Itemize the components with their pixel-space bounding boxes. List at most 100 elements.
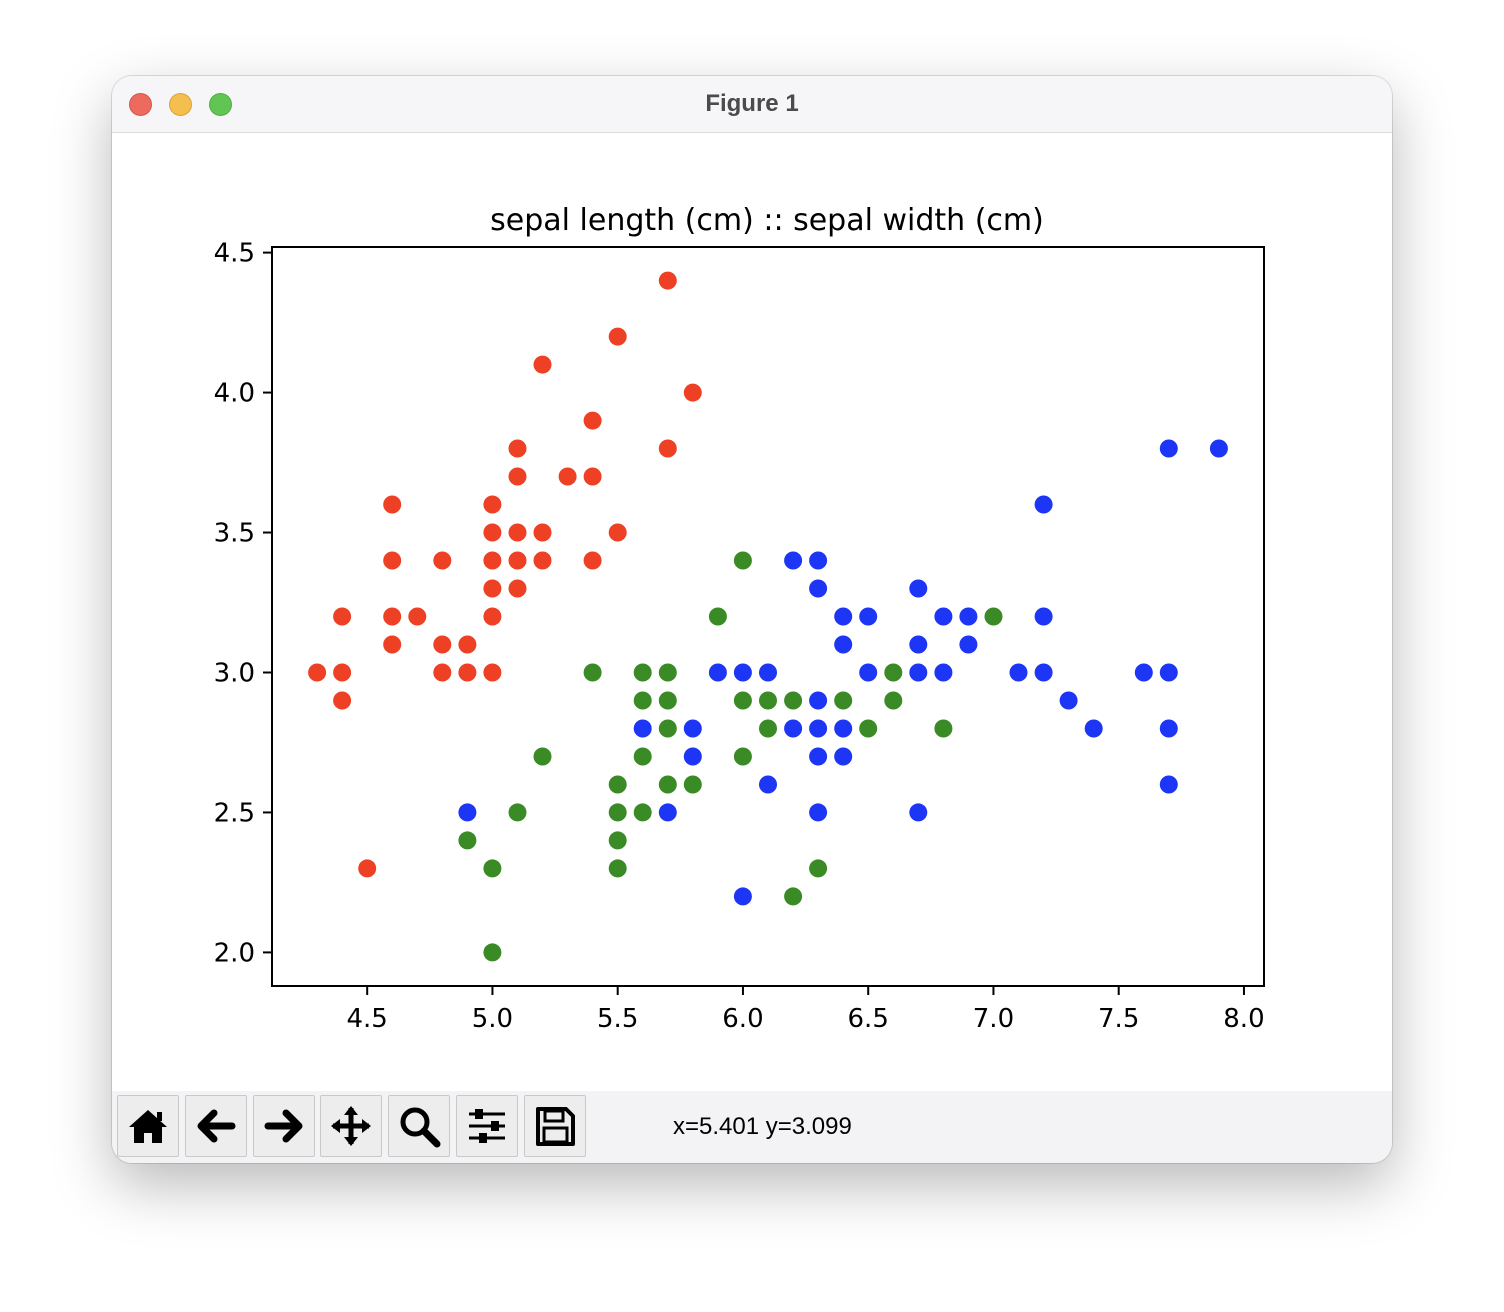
data-point: [1159, 775, 1178, 794]
y-tick-label: 2.5: [214, 798, 255, 828]
data-point: [483, 943, 502, 962]
data-point: [809, 691, 828, 710]
data-point: [533, 747, 552, 766]
data-point: [959, 607, 978, 626]
cursor-coordinates: x=5.401 y=3.099: [673, 1113, 852, 1140]
data-point: [1034, 495, 1053, 514]
data-point: [333, 691, 352, 710]
data-point: [658, 691, 677, 710]
data-point: [333, 663, 352, 682]
data-point: [608, 775, 627, 794]
y-tick-label: 3.0: [214, 658, 255, 688]
data-point: [533, 355, 552, 374]
data-point: [784, 719, 803, 738]
data-point: [809, 579, 828, 598]
configure-subplots-button[interactable]: [456, 1095, 518, 1157]
x-tick-label: 7.5: [1098, 1004, 1139, 1034]
data-point: [984, 607, 1003, 626]
data-point: [708, 607, 727, 626]
title-bar: Figure 1: [112, 76, 1392, 133]
data-point: [934, 663, 953, 682]
data-point: [383, 551, 402, 570]
forward-button[interactable]: [253, 1095, 315, 1157]
data-point: [1059, 691, 1078, 710]
data-point: [583, 411, 602, 430]
data-point: [683, 719, 702, 738]
data-point: [909, 663, 928, 682]
data-point: [683, 747, 702, 766]
data-point: [708, 663, 727, 682]
data-point: [809, 747, 828, 766]
data-point: [733, 747, 752, 766]
figure-canvas[interactable]: sepal length (cm) :: sepal width (cm) 4.…: [112, 133, 1392, 1091]
magnifier-icon: [400, 1107, 441, 1148]
data-point: [733, 663, 752, 682]
home-button[interactable]: [117, 1095, 179, 1157]
data-point: [308, 663, 327, 682]
data-point: [834, 747, 853, 766]
data-point: [1009, 663, 1028, 682]
data-point: [884, 663, 903, 682]
zoom-button[interactable]: [388, 1095, 450, 1157]
plot-frame: [271, 246, 1265, 987]
data-point: [458, 831, 477, 850]
data-point: [733, 887, 752, 906]
close-window-button[interactable]: [129, 93, 152, 116]
arrow-right-icon: [264, 1109, 303, 1143]
data-point: [759, 719, 777, 738]
x-tick-label: 6.0: [722, 1004, 763, 1034]
data-points: [308, 271, 1228, 962]
arrow-left-icon: [197, 1109, 236, 1143]
y-tick-label: 4.0: [214, 379, 255, 409]
save-button[interactable]: [524, 1095, 586, 1157]
home-icon: [129, 1110, 167, 1143]
x-tick-label: 6.5: [848, 1004, 889, 1034]
data-point: [483, 663, 502, 682]
data-point: [784, 887, 803, 906]
x-tick-label: 5.5: [597, 1004, 638, 1034]
data-point: [809, 803, 828, 822]
data-point: [458, 635, 477, 654]
data-point: [658, 803, 677, 822]
navigation-toolbar: x=5.401 y=3.099: [112, 1091, 1392, 1163]
data-point: [1159, 439, 1178, 458]
data-point: [633, 747, 652, 766]
window-title: Figure 1: [705, 90, 799, 117]
data-point: [508, 579, 527, 598]
data-point: [433, 635, 452, 654]
data-point: [458, 663, 477, 682]
data-point: [508, 467, 527, 486]
data-point: [483, 607, 502, 626]
data-point: [909, 803, 928, 822]
data-point: [533, 551, 552, 570]
data-point: [483, 579, 502, 598]
data-point: [658, 719, 677, 738]
data-point: [558, 467, 577, 486]
floppy-disk-icon: [536, 1107, 575, 1146]
data-point: [483, 859, 502, 878]
pan-button[interactable]: [320, 1095, 382, 1157]
data-point: [1084, 719, 1103, 738]
data-point: [759, 663, 777, 682]
data-point: [658, 439, 677, 458]
data-point: [784, 551, 803, 570]
data-point: [433, 551, 452, 570]
x-tick-label: 5.0: [472, 1004, 513, 1034]
data-point: [809, 859, 828, 878]
data-point: [658, 663, 677, 682]
data-point: [583, 467, 602, 486]
y-tick-label: 3.5: [214, 519, 255, 549]
data-point: [834, 719, 853, 738]
data-point: [809, 719, 828, 738]
data-point: [683, 775, 702, 794]
data-point: [934, 607, 953, 626]
x-axis: 4.5 5.0 5.5 6.0 6.5 7.0 7.5 8.0: [347, 986, 1265, 1034]
back-button[interactable]: [185, 1095, 247, 1157]
data-point: [358, 859, 377, 878]
data-point: [608, 523, 627, 542]
data-point: [508, 551, 527, 570]
move-icon: [331, 1106, 371, 1146]
data-point: [1034, 607, 1053, 626]
maximize-window-button[interactable]: [209, 93, 232, 116]
minimize-window-button[interactable]: [169, 93, 192, 116]
